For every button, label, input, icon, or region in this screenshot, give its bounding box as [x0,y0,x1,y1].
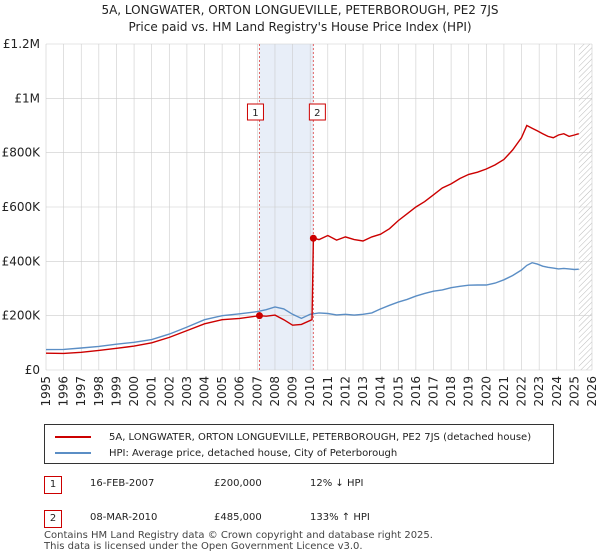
y-tick-label: £0 [25,363,40,377]
x-tick-label: 2013 [356,376,370,407]
x-tick-label: 2023 [532,376,546,407]
x-tick-label: 2020 [479,376,493,407]
x-tick-label: 2019 [462,376,476,407]
x-tick-label: 2002 [162,376,176,407]
legend-label-property: 5A, LONGWATER, ORTON LONGUEVILLE, PETERB… [109,431,532,443]
x-tick-label: 2009 [286,376,300,407]
sale-date: 16-FEB-2007 [90,478,155,489]
y-tick-label: £800K [2,146,42,160]
x-tick-label: 2022 [515,376,529,407]
footer-line-2: This data is licensed under the Open Gov… [44,541,363,552]
x-tick-label: 2018 [444,376,458,407]
x-tick-label: 1996 [57,376,71,407]
sale-box [308,103,326,121]
chart-title-line1: 5A, LONGWATER, ORTON LONGUEVILLE, PETERB… [101,3,498,17]
sale-point [255,312,263,320]
x-tick-label: 2015 [391,376,405,407]
y-tick-label: £1M [14,91,40,105]
legend-item-property: 5A, LONGWATER, ORTON LONGUEVILLE, PETERB… [55,429,531,445]
x-tick-label: 2005 [215,376,229,407]
sale-box [246,103,264,121]
legend-swatch-property [55,436,91,438]
sale-price: £200,000 [214,478,262,489]
sale-hpi-change: 133% ↑ HPI [310,512,370,523]
legend-label-hpi: HPI: Average price, detached house, City… [109,447,398,459]
x-tick-label: 2000 [127,376,141,407]
x-tick-label: 2001 [145,376,159,407]
sale-badge: 1 [44,476,62,494]
footer-line-1: Contains HM Land Registry data © Crown c… [44,530,433,541]
sale-box-label: 1 [252,108,258,119]
y-tick-label: £600K [2,200,42,214]
x-tick-label: 2025 [567,376,581,407]
price-chart: 5A, LONGWATER, ORTON LONGUEVILLE, PETERB… [2,3,599,407]
x-tick-label: 2004 [198,376,212,407]
x-tick-label: 2017 [426,376,440,407]
chart-legend: 5A, LONGWATER, ORTON LONGUEVILLE, PETERB… [44,424,554,464]
x-tick-label: 2014 [374,376,388,407]
chart-title-line2: Price paid vs. HM Land Registry's House … [128,20,471,34]
x-tick-label: 2010 [303,376,317,407]
x-tick-label: 1997 [74,376,88,407]
y-tick-label: £200K [2,309,42,323]
x-tick-label: 2006 [233,376,247,407]
legend-swatch-hpi [55,452,91,454]
x-tick-label: 2016 [409,376,423,407]
sale-box-label: 2 [314,108,320,119]
x-tick-label: 2011 [321,376,335,407]
legend-item-hpi: HPI: Average price, detached house, City… [55,445,397,461]
sales-table: 1 16-FEB-2007 £200,000 12% ↓ HPI 2 08-MA… [44,474,552,542]
x-tick-label: 1998 [92,376,106,407]
x-tick-label: 2021 [497,376,511,407]
sale-price: £485,000 [214,512,262,523]
x-tick-label: 2003 [180,376,194,407]
sale-row: 1 16-FEB-2007 £200,000 12% ↓ HPI [44,474,552,498]
sale-hpi-change: 12% ↓ HPI [310,478,364,489]
sale-row: 2 08-MAR-2010 £485,000 133% ↑ HPI [44,508,552,532]
sale-date: 08-MAR-2010 [90,512,158,523]
x-tick-label: 2024 [550,376,564,407]
sale-point [309,234,317,242]
property-series-line [45,124,579,355]
footer-attribution: Contains HM Land Registry data © Crown c… [44,530,433,552]
y-tick-label: £1.2M [3,37,40,51]
x-tick-label: 2012 [338,376,352,407]
x-tick-label: 1995 [39,376,53,407]
x-tick-label: 2007 [250,376,264,407]
x-tick-label: 2026 [585,376,599,407]
hpi-series-line [45,261,579,351]
x-tick-label: 1999 [109,376,123,407]
sale-badge: 2 [44,510,62,528]
x-tick-label: 2008 [268,376,282,407]
y-tick-label: £400K [2,254,42,268]
